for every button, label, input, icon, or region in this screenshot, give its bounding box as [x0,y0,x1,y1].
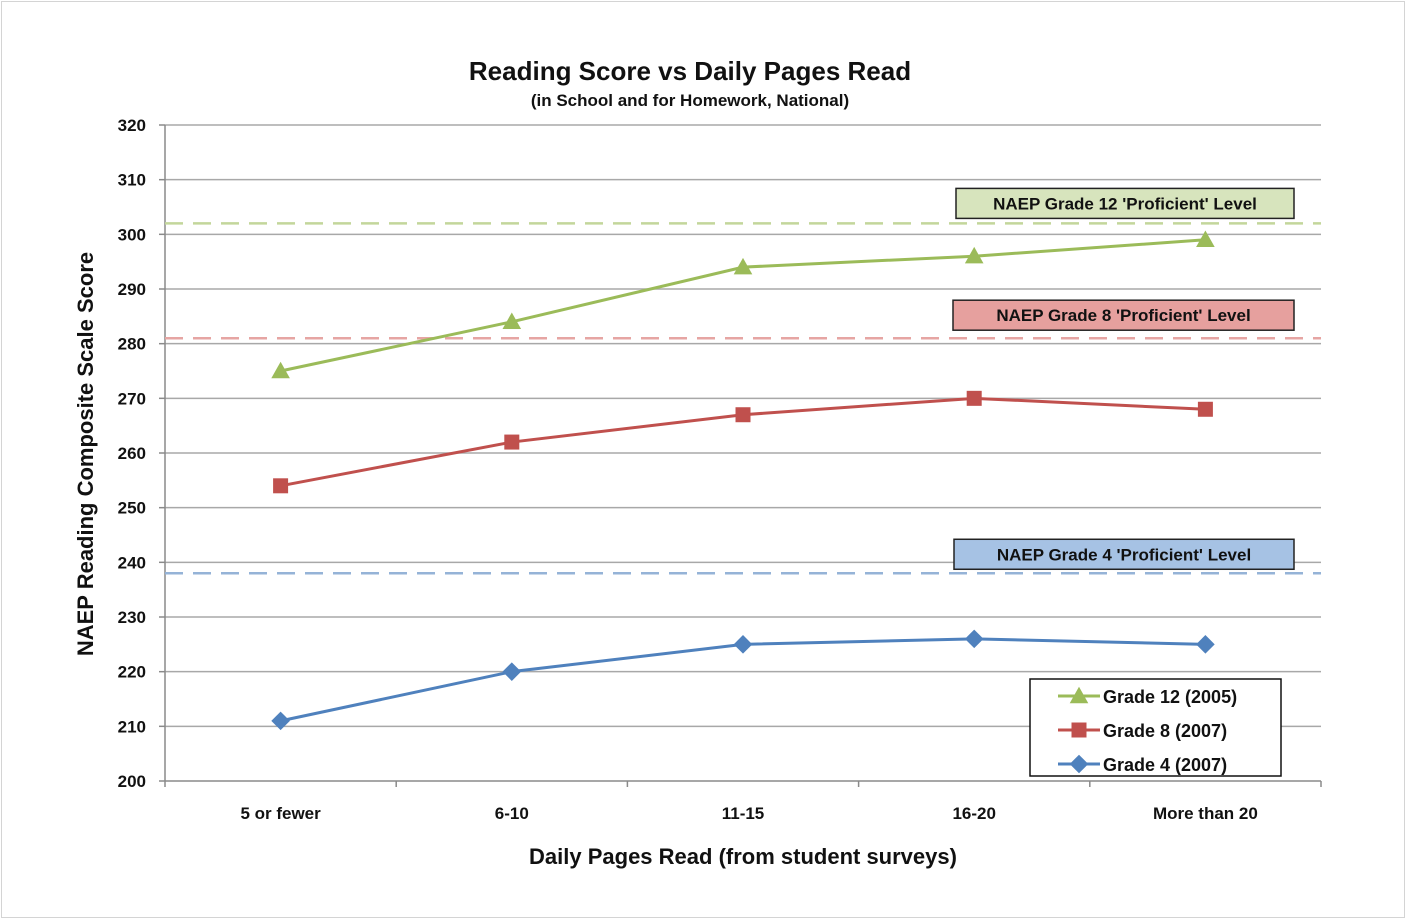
y-tick-label: 280 [118,335,146,354]
data-point [964,246,984,264]
legend-label: Grade 8 (2007) [1103,721,1227,741]
data-point [1196,635,1215,654]
legend-swatch-marker [1071,722,1087,738]
y-tick-label: 230 [118,608,146,627]
data-point [1196,230,1215,247]
reference-label: NAEP Grade 12 'Proficient' Level [993,194,1257,213]
reference-label-box [953,538,1295,571]
data-point [271,711,290,731]
chart-title: Reading Score vs Daily Pages Read [469,56,911,86]
y-tick-labels: 200 210 220 230 240 250 260 270 280 290 300 310 320 [118,116,146,791]
x-tick-label: 11-15 [722,804,765,823]
data-point [273,478,289,494]
data-point [504,434,520,450]
x-tick-label: 5 or fewer [240,804,321,823]
legend-swatch-marker [1069,754,1089,774]
x-tick-labels: 5 or fewer 6-10 11-15 16-20 More than 20 [240,804,1257,823]
data-point [502,662,522,681]
chart-subtitle: (in School and for Homework, National) [531,91,849,110]
y-axis-label: NAEP Reading Composite Scale Score [73,252,98,656]
y-tick-label: 300 [118,225,146,244]
x-axis-label: Daily Pages Read (from student surveys) [529,844,957,869]
y-tick-label: 290 [118,280,146,299]
x-tick-label: 6-10 [495,804,529,823]
y-tick-label: 320 [118,116,146,135]
y-tick-label: 240 [118,553,146,572]
y-tick-label: 200 [118,772,146,791]
reference-label: NAEP Grade 8 'Proficient' Level [996,306,1250,325]
series-g12 [271,230,1215,379]
legend-item-g8: Grade 8 (2007) [1058,721,1227,741]
legend-label: Grade 4 (2007) [1103,755,1227,775]
x-tick-label: 16-20 [952,804,995,823]
x-tick-label: More than 20 [1153,804,1258,823]
reference-label-box [952,299,1295,331]
data-point [733,635,753,654]
legend-item-g4: Grade 4 (2007) [1058,754,1227,775]
reference-line-ref4: NAEP Grade 4 'Proficient' Level [165,538,1321,575]
y-tick-label: 310 [118,171,146,190]
data-point [735,407,751,423]
axes [159,124,1322,787]
y-tick-label: 250 [118,499,146,518]
data-point [964,629,984,649]
reference-line-ref8: NAEP Grade 8 'Proficient' Level [165,299,1321,340]
data-point [502,312,522,329]
legend-swatch-marker [1069,686,1089,704]
data-point [733,257,753,275]
reference-label-box [955,187,1295,220]
data-point [271,361,290,379]
reference-label: NAEP Grade 4 'Proficient' Level [997,545,1251,564]
reference-line-ref12: NAEP Grade 12 'Proficient' Level [165,187,1321,225]
reference-lines: NAEP Grade 12 'Proficient' Level NAEP Gra… [165,187,1321,575]
y-tick-label: 210 [118,717,146,736]
series-lines [271,230,1215,731]
y-tick-label: 220 [118,663,146,682]
legend: Grade 12 (2005) Grade 8 (2007) Grade 4 (20… [1029,678,1282,777]
data-point [966,390,982,406]
data-point [1197,401,1213,417]
y-tick-label: 260 [118,444,146,463]
legend-label: Grade 12 (2005) [1103,687,1237,707]
series-g8 [273,390,1213,494]
legend-item-g12: Grade 12 (2005) [1058,686,1237,707]
y-tick-label: 270 [118,389,146,408]
series-g4 [271,629,1215,731]
